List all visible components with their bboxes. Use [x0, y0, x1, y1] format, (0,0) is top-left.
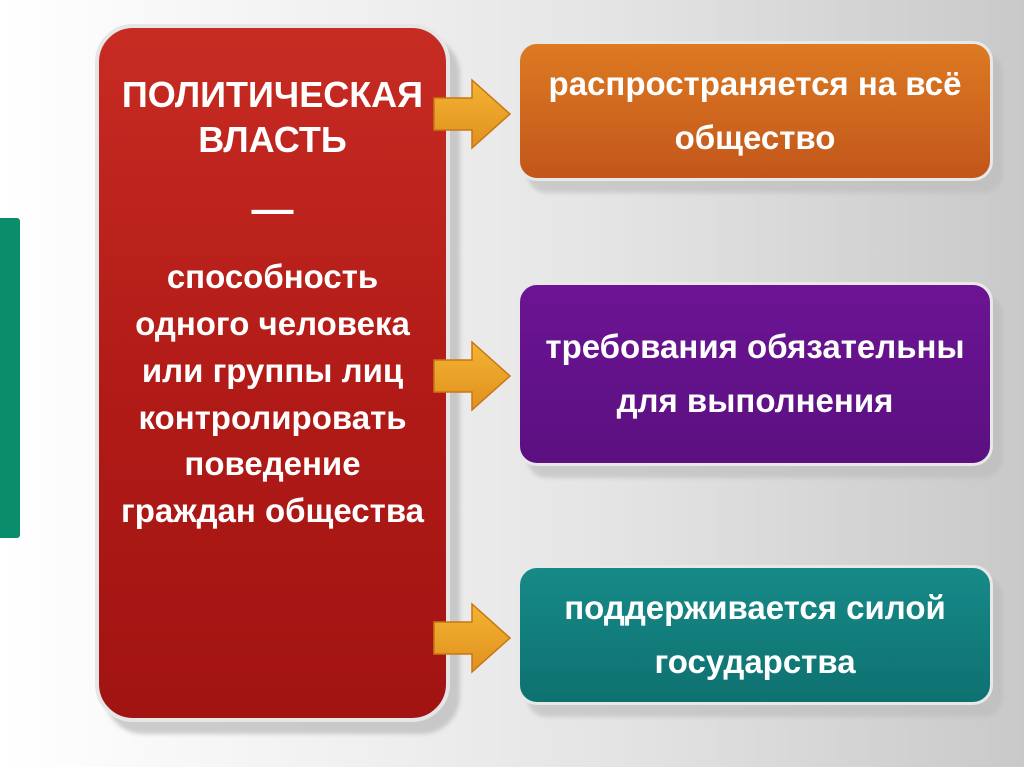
feature-text-3: поддерживается силой государства [532, 581, 978, 690]
feature-box-2: требования обязательны для выполнения [517, 282, 993, 466]
arrow-icon [432, 76, 512, 152]
feature-text-2: требования обязательны для выполнения [532, 320, 978, 429]
main-definition-box: ПОЛИТИЧЕСКАЯ ВЛАСТЬ — способность одного… [95, 24, 450, 722]
main-dash: — [117, 188, 428, 230]
main-title: ПОЛИТИЧЕСКАЯ ВЛАСТЬ [117, 72, 428, 162]
feature-text-1: распространяется на всё общество [532, 57, 978, 166]
left-accent-bar [0, 218, 20, 538]
feature-box-1: распространяется на всё общество [517, 41, 993, 181]
arrow-icon [432, 600, 512, 676]
arrow-icon [432, 338, 512, 414]
feature-box-3: поддерживается силой государства [517, 565, 993, 705]
main-definition-text: способность одного человека или группы л… [117, 254, 428, 535]
